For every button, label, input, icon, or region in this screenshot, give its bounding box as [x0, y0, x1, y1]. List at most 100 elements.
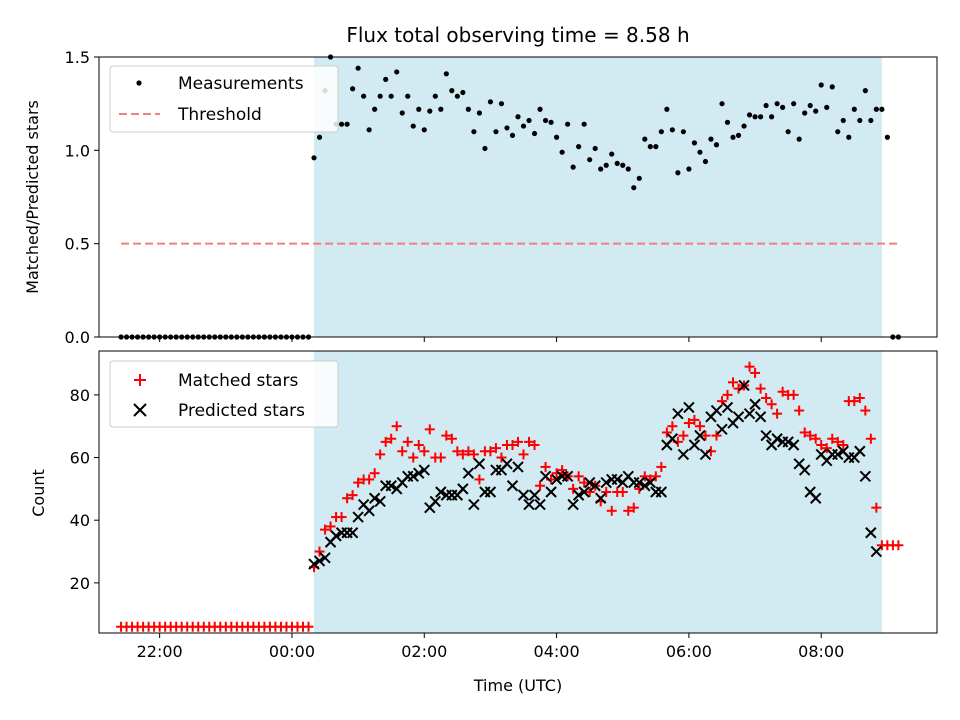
count-axes-frame [98, 350, 938, 634]
measurement-point [818, 82, 824, 88]
measurement-point [669, 127, 675, 133]
predicted-stars-point [363, 505, 375, 517]
measurement-point [565, 121, 571, 127]
predicted-stars-point [501, 458, 513, 470]
measurement-point [835, 129, 841, 135]
predicted-stars-point [572, 489, 585, 501]
predicted-stars-point [539, 470, 552, 483]
matched-stars-point [419, 446, 430, 457]
matched-stars-point [606, 505, 617, 516]
measurement-point [653, 144, 659, 150]
measurement-point [813, 108, 819, 114]
matched-stars-point [507, 440, 518, 450]
matched-stars-point [805, 430, 816, 441]
measurement-point [631, 185, 637, 191]
measurement-point [620, 162, 626, 168]
measurement-point [647, 144, 653, 150]
matched-stars-point [579, 477, 590, 488]
matched-stars-point [827, 433, 838, 444]
predicted-stars-point [743, 407, 756, 420]
predicted-stars-point [346, 527, 359, 539]
matched-stars-point [854, 393, 865, 403]
measurement-point [884, 134, 890, 140]
measurement-point [724, 119, 731, 125]
measurement-point [438, 106, 444, 112]
predicted-stars-point [484, 486, 497, 498]
predicted-stars-point [589, 480, 601, 492]
ratio-panel: 0.0 0.5 1.0 1.5 Flux total observing time =… [23, 23, 938, 347]
count-legend: Matched stars Predicted stars [109, 360, 339, 428]
matched-stars-point [799, 427, 810, 438]
observing-span-top [314, 57, 882, 337]
measurement-point [802, 110, 808, 116]
x-tick-label: 08:00 [798, 642, 844, 661]
predicted-stars-point [754, 411, 767, 423]
matched-stars-point [584, 487, 595, 497]
ratio-marks [118, 54, 902, 340]
y-tick-label: 1.0 [65, 141, 90, 160]
x-axis-label: Time (UTC) [473, 676, 562, 695]
measurement-point [311, 155, 317, 161]
predicted-stars-point [457, 483, 469, 495]
x-tick-label: 06:00 [666, 642, 712, 661]
measurement-point [416, 106, 422, 112]
matched-stars-point [303, 621, 314, 632]
predicted-stars-point [512, 461, 524, 473]
matched-stars-point [744, 361, 755, 372]
measurement-point [421, 127, 427, 133]
matched-stars-point [540, 461, 551, 472]
predicted-stars-point [716, 423, 728, 436]
measurement-point [686, 166, 692, 172]
measurement-point [587, 157, 593, 163]
matched-stars-point [893, 540, 904, 551]
predicted-stars-point [561, 470, 574, 483]
measurement-point [581, 121, 587, 127]
measurement-point [316, 134, 323, 140]
matched-stars-point [617, 487, 628, 497]
x-tick-label: 04:00 [534, 642, 580, 661]
matched-stars-point [369, 468, 380, 479]
y-tick-label: 0.5 [65, 235, 90, 254]
predicted-stars-point [859, 470, 872, 483]
matched-stars-point [788, 389, 799, 400]
matched-stars-point [474, 474, 485, 485]
predicted-stars-point [319, 552, 331, 564]
measurement-point [542, 117, 549, 124]
measurement-point [702, 158, 709, 165]
predicted-stars-point [473, 458, 486, 470]
measurement-point [636, 175, 642, 181]
measurement-point [757, 114, 764, 120]
measurement-point [658, 129, 664, 135]
measurement-point [399, 110, 405, 116]
measurement-point [625, 166, 631, 172]
matched-stars-point [761, 393, 772, 403]
measurement-point [350, 86, 356, 92]
x-tick-label: 00:00 [269, 642, 315, 661]
predicted-stars-point [771, 433, 783, 445]
measurement-point [361, 93, 367, 99]
measurement-point [377, 93, 383, 99]
matched-stars-point [821, 443, 832, 454]
matched-stars-point [849, 396, 860, 407]
y-tick-label: 1.5 [65, 48, 90, 67]
measurement-point [471, 129, 477, 135]
matched-stars-point [722, 389, 733, 400]
measurement-point [846, 134, 852, 140]
measurement-point [741, 123, 747, 129]
predicted-stars-point [699, 448, 712, 461]
matched-stars-point [336, 512, 347, 523]
matched-stars-point [342, 493, 353, 504]
y-tick-label: 60 [70, 449, 90, 468]
measurement-point [504, 125, 510, 131]
matched-stars-point [325, 521, 336, 532]
legend-measurements-marker [136, 80, 142, 86]
measurement-point [394, 69, 400, 75]
matched-stars-point [810, 433, 821, 444]
predicted-stars-point [798, 464, 811, 476]
measurement-point [873, 106, 879, 112]
predicted-stars-point [870, 545, 883, 558]
measurement-point [796, 136, 802, 142]
matched-stars-point [446, 433, 457, 444]
measurement-point [520, 123, 527, 129]
measurement-point [338, 121, 345, 127]
